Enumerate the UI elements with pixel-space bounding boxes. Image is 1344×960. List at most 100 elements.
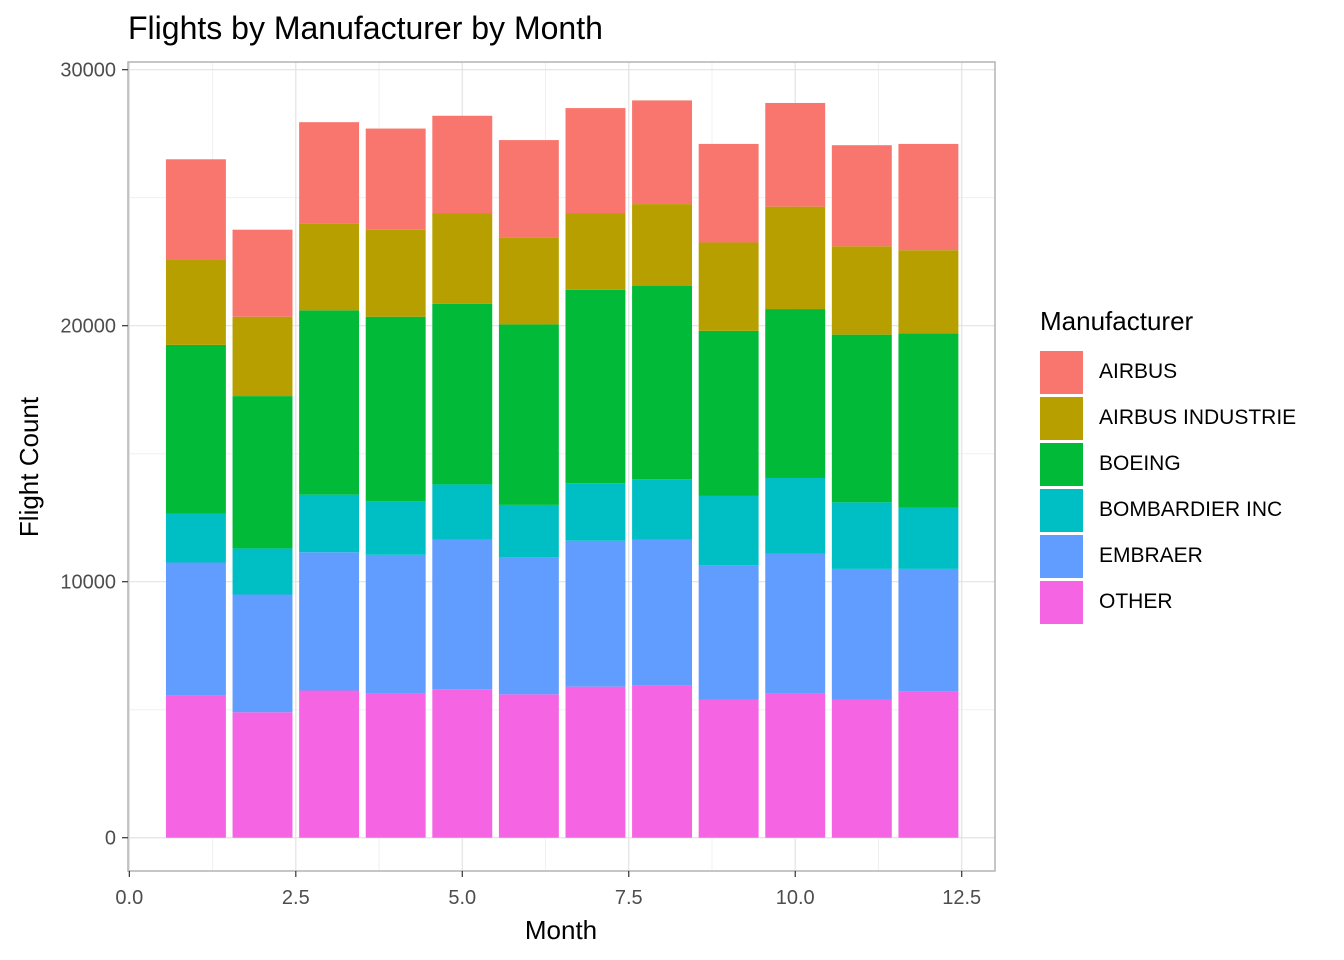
bar-segment-other xyxy=(765,693,826,838)
bar-segment-airbus xyxy=(498,140,559,238)
bar-segment-airbus xyxy=(765,102,826,207)
legend-title: Manufacturer xyxy=(1040,306,1194,336)
bar-segment-airbus-industrie xyxy=(432,213,493,304)
bar-segment-airbus-industrie xyxy=(232,316,293,397)
bar-segment-other xyxy=(898,691,959,838)
legend-swatch xyxy=(1040,442,1083,486)
bar-segment-embraer xyxy=(299,552,360,691)
legend-item: AIRBUS xyxy=(1040,349,1296,395)
bar-segment-airbus xyxy=(432,115,493,214)
legend-swatch xyxy=(1040,350,1083,394)
x-tick-label: 10.0 xyxy=(776,887,815,909)
bar-segment-bombardier-inc xyxy=(565,483,626,541)
x-axis-title: Month xyxy=(525,915,597,945)
bar-segment-boeing xyxy=(632,286,693,480)
bar-segment-airbus xyxy=(299,122,360,224)
bar-segment-embraer xyxy=(831,568,892,700)
bar-segment-boeing xyxy=(831,334,892,503)
bar-segment-embraer xyxy=(165,562,226,696)
bar-segment-other xyxy=(498,694,559,838)
bar-segment-airbus-industrie xyxy=(165,259,226,345)
bar-segment-airbus-industrie xyxy=(565,213,626,290)
bar-segment-airbus-industrie xyxy=(898,250,959,334)
y-tick-label: 10000 xyxy=(60,572,116,594)
x-tick-label: 0.0 xyxy=(115,887,143,909)
bar-segment-other xyxy=(232,712,293,838)
bar-segment-embraer xyxy=(565,540,626,687)
bar-segment-bombardier-inc xyxy=(765,478,826,554)
legend-label: AIRBUS xyxy=(1099,360,1178,383)
legend-items: AIRBUS AIRBUS INDUSTRIE BOEING BOMBARDIER I… xyxy=(1040,349,1296,625)
bar-segment-embraer xyxy=(365,554,426,694)
bar-segment-embraer xyxy=(765,553,826,694)
bar-segment-other xyxy=(565,686,626,838)
bar-segment-boeing xyxy=(165,344,226,514)
bar-segment-embraer xyxy=(232,594,293,713)
bar-segment-boeing xyxy=(898,333,959,508)
bar-segment-bombardier-inc xyxy=(498,504,559,558)
bar-segment-bombardier-inc xyxy=(232,548,293,595)
bar-segment-airbus-industrie xyxy=(698,242,759,331)
legend: Manufacturer AIRBUS AIRBUS INDUSTRIE BOEIN… xyxy=(1040,306,1296,625)
legend-item: BOEING xyxy=(1040,441,1296,487)
bar-segment-embraer xyxy=(498,557,559,695)
y-tick-label: 0 xyxy=(105,828,116,850)
bar-segment-other xyxy=(299,690,360,838)
bar-segment-other xyxy=(831,699,892,838)
bar-segment-bombardier-inc xyxy=(698,495,759,566)
x-tick-label: 12.5 xyxy=(942,887,981,909)
bar-segment-boeing xyxy=(565,289,626,484)
bar-segment-boeing xyxy=(698,330,759,496)
bar-segment-airbus xyxy=(565,108,626,214)
panel-border xyxy=(127,61,996,872)
bar-segment-other xyxy=(698,699,759,838)
x-tick-label: 5.0 xyxy=(448,887,476,909)
bar-segment-airbus xyxy=(232,229,293,317)
bar-segment-airbus-industrie xyxy=(498,237,559,325)
bar-segment-airbus xyxy=(365,128,426,230)
bar-segment-bombardier-inc xyxy=(165,513,226,563)
legend-swatch xyxy=(1040,534,1083,578)
bar-segment-airbus xyxy=(165,159,226,260)
x-tick-label: 7.5 xyxy=(615,887,643,909)
legend-item: OTHER xyxy=(1040,579,1296,625)
bar-segment-bombardier-inc xyxy=(632,479,693,540)
bar-segment-boeing xyxy=(432,303,493,485)
y-tick-label: 30000 xyxy=(60,60,116,82)
bar-segment-embraer xyxy=(698,565,759,700)
bar-segment-other xyxy=(432,689,493,838)
bar-segment-airbus-industrie xyxy=(632,204,693,287)
legend-swatch xyxy=(1040,488,1083,532)
bar-segment-airbus xyxy=(831,145,892,247)
bar-segment-boeing xyxy=(299,310,360,495)
legend-swatch xyxy=(1040,580,1083,624)
legend-item: AIRBUS INDUSTRIE xyxy=(1040,395,1296,441)
y-axis-title: Flight Count xyxy=(14,396,44,537)
bar-segment-boeing xyxy=(365,316,426,502)
legend-item: EMBRAER xyxy=(1040,533,1296,579)
bar-segment-embraer xyxy=(898,568,959,692)
legend-label: AIRBUS INDUSTRIE xyxy=(1099,406,1297,429)
bar-segment-other xyxy=(165,695,226,838)
legend-label: BOMBARDIER INC xyxy=(1099,498,1283,521)
bar-segment-bombardier-inc xyxy=(299,494,360,553)
bar-segment-airbus-industrie xyxy=(299,223,360,311)
bar-segment-embraer xyxy=(632,539,693,686)
bar-segment-boeing xyxy=(498,324,559,505)
bar-segment-airbus-industrie xyxy=(365,229,426,317)
legend-label: EMBRAER xyxy=(1099,544,1203,567)
bar-segment-bombardier-inc xyxy=(365,501,426,555)
bar-segment-airbus xyxy=(632,100,693,205)
bar-segment-other xyxy=(632,685,693,838)
bar-segment-bombardier-inc xyxy=(432,484,493,540)
legend-label: OTHER xyxy=(1099,590,1173,613)
bar-segment-bombardier-inc xyxy=(831,502,892,569)
x-tick-label: 2.5 xyxy=(282,887,310,909)
bar-segment-airbus-industrie xyxy=(831,246,892,335)
legend-swatch xyxy=(1040,396,1083,440)
bar-segment-boeing xyxy=(232,396,293,549)
bar-segment-airbus xyxy=(898,143,959,251)
chart-title: Flights by Manufacturer by Month xyxy=(128,10,603,46)
bar-segment-airbus xyxy=(698,143,759,243)
